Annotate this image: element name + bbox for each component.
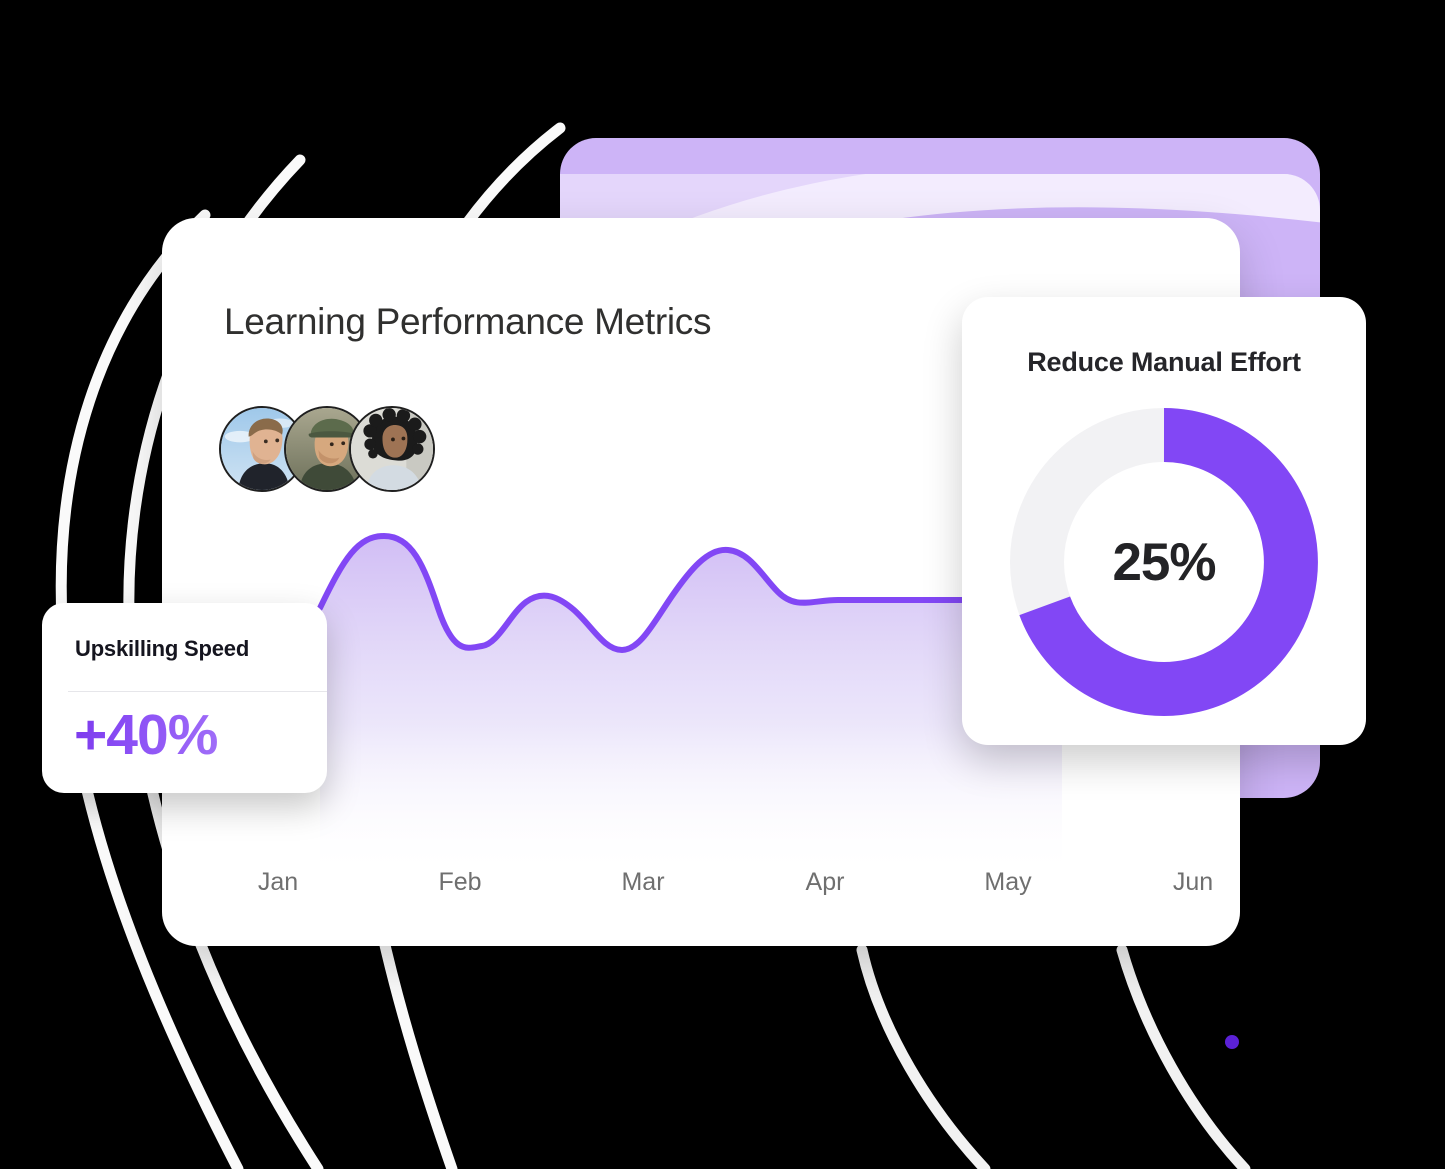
- upskilling-speed-value: +40%: [74, 703, 218, 767]
- x-tick-apr: Apr: [805, 868, 845, 896]
- reduce-manual-effort-card[interactable]: Reduce Manual Effort 25%: [962, 297, 1366, 745]
- reduce-manual-effort-title: Reduce Manual Effort: [1027, 347, 1301, 377]
- avatar[interactable]: [219, 406, 305, 492]
- avatar[interactable]: [349, 406, 435, 492]
- upskilling-speed-title: Upskilling Speed: [75, 636, 250, 661]
- x-axis-labels: Jan Feb Mar Apr May Jun: [162, 868, 1240, 908]
- upskilling-speed-card[interactable]: Upskilling Speed +40%: [42, 603, 327, 793]
- donut-center-value: 25%: [1112, 532, 1216, 592]
- x-tick-feb: Feb: [438, 868, 482, 896]
- avatar-person-3-icon: [351, 408, 433, 490]
- x-tick-jun: Jun: [1172, 868, 1214, 896]
- x-tick-mar: Mar: [621, 868, 665, 896]
- purple-accent-dot: [1225, 1035, 1239, 1049]
- card-divider: [68, 691, 327, 692]
- x-tick-jan: Jan: [257, 868, 299, 896]
- x-tick-may: May: [984, 868, 1032, 896]
- page-title: Learning Performance Metrics: [224, 301, 712, 342]
- donut-chart: 25%: [992, 397, 1336, 727]
- avatar-group: [219, 401, 435, 497]
- avatar[interactable]: [284, 406, 370, 492]
